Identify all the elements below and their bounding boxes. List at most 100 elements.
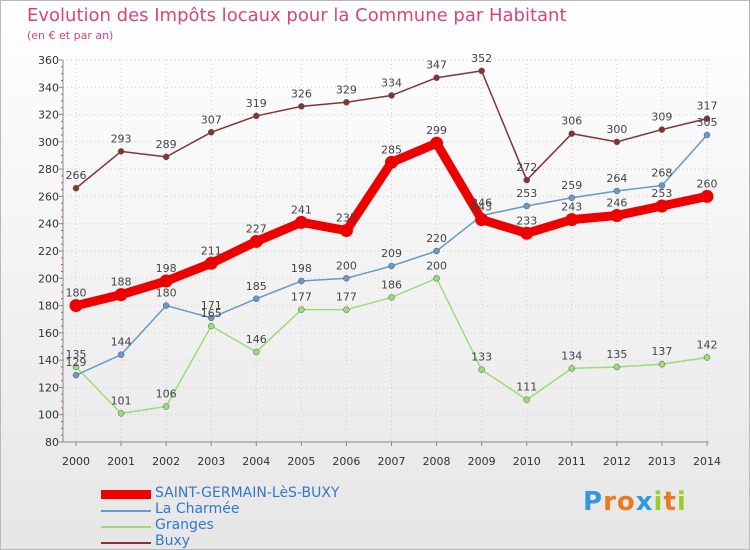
x-tick-label: 2008 <box>423 455 451 468</box>
data-label: 177 <box>336 291 357 304</box>
y-tick-label: 180 <box>38 300 59 313</box>
x-tick-label: 2003 <box>197 455 225 468</box>
data-point <box>430 136 444 150</box>
data-point <box>658 182 666 189</box>
logo-letter: r <box>603 487 617 517</box>
y-tick-label: 240 <box>38 218 59 231</box>
data-point <box>207 314 215 322</box>
proxiti-logo: Proxiti <box>583 487 687 517</box>
logo-letter: i <box>676 487 687 517</box>
data-label: 352 <box>471 52 492 65</box>
data-label: 243 <box>471 201 492 214</box>
y-tick-label: 280 <box>38 163 59 176</box>
data-label: 233 <box>516 214 537 227</box>
legend-label: Granges <box>155 517 214 533</box>
data-point <box>298 277 305 285</box>
y-tick-label: 320 <box>38 109 59 122</box>
y-tick-label: 360 <box>38 54 59 67</box>
data-label: 200 <box>426 259 447 272</box>
data-point <box>478 366 485 373</box>
y-tick-label: 100 <box>38 409 59 422</box>
data-point <box>159 274 173 288</box>
data-label: 285 <box>381 143 402 156</box>
logo-letter: x <box>635 487 654 517</box>
data-point <box>433 247 440 255</box>
data-label: 246 <box>471 197 492 210</box>
y-tick-label: 160 <box>38 327 59 340</box>
data-label: 101 <box>111 394 132 407</box>
y-tick-label: 140 <box>38 354 59 367</box>
data-label: 188 <box>111 276 132 289</box>
logo-letter: t <box>663 487 677 517</box>
data-point <box>253 112 260 120</box>
y-tick-label: 340 <box>38 81 59 94</box>
data-point <box>249 234 263 248</box>
data-point <box>117 148 125 155</box>
data-point <box>703 131 711 139</box>
x-tick-label: 2007 <box>378 455 406 468</box>
data-label: 289 <box>156 138 177 151</box>
data-label: 171 <box>201 299 222 312</box>
data-label: 227 <box>246 222 267 235</box>
data-label: 165 <box>201 307 222 320</box>
logo-letter: o <box>616 487 636 517</box>
data-label: 133 <box>471 351 492 364</box>
data-label: 260 <box>697 177 718 190</box>
data-point <box>613 138 621 146</box>
legend-label: Buxy <box>155 533 191 549</box>
y-tick-label: 120 <box>38 381 59 394</box>
data-label: 185 <box>246 280 267 293</box>
data-label: 106 <box>156 388 177 401</box>
data-label: 220 <box>426 232 447 245</box>
data-point <box>204 256 218 270</box>
data-point <box>69 299 83 313</box>
data-label: 307 <box>201 113 222 126</box>
data-point <box>655 199 669 213</box>
data-point <box>162 302 170 309</box>
x-tick-label: 2009 <box>468 455 496 468</box>
data-point <box>207 129 215 136</box>
data-label: 305 <box>697 116 718 129</box>
chart-title: Evolution des Impôts locaux pour la Comm… <box>27 5 567 26</box>
x-tick-label: 2000 <box>62 455 90 468</box>
data-label: 135 <box>606 348 627 361</box>
data-label: 259 <box>561 179 582 192</box>
data-label: 272 <box>516 161 537 174</box>
data-point <box>298 103 305 110</box>
data-point <box>433 74 440 81</box>
data-point <box>523 202 530 210</box>
data-label: 135 <box>66 348 87 361</box>
data-point <box>343 306 350 313</box>
data-point <box>433 275 440 282</box>
data-label: 326 <box>291 87 312 100</box>
data-point <box>565 213 579 227</box>
x-tick-label: 2011 <box>558 455 586 468</box>
data-point <box>385 155 398 169</box>
data-point <box>703 115 711 122</box>
data-point <box>658 126 666 133</box>
data-point <box>700 189 714 203</box>
data-label: 142 <box>697 338 718 351</box>
x-tick-label: 2004 <box>242 455 270 468</box>
data-label: 306 <box>561 115 582 128</box>
data-point <box>72 371 80 379</box>
x-tick-label: 2002 <box>152 455 180 468</box>
data-point <box>294 215 308 229</box>
data-label: 266 <box>66 169 87 182</box>
legend-label: La Charmée <box>155 501 240 517</box>
data-label: 243 <box>561 201 582 214</box>
data-point <box>388 262 395 270</box>
data-point <box>658 360 666 368</box>
data-label: 299 <box>426 124 447 137</box>
x-tick-label: 2005 <box>287 455 315 468</box>
data-label: 317 <box>697 100 718 113</box>
data-label: 134 <box>561 349 582 362</box>
y-tick-label: 220 <box>38 245 59 258</box>
x-tick-label: 2014 <box>693 455 721 468</box>
data-point <box>520 226 534 240</box>
data-point <box>298 306 305 313</box>
data-label: 198 <box>156 262 177 275</box>
data-point <box>568 194 576 202</box>
chart-subtitle: (en € et par an) <box>27 29 114 42</box>
